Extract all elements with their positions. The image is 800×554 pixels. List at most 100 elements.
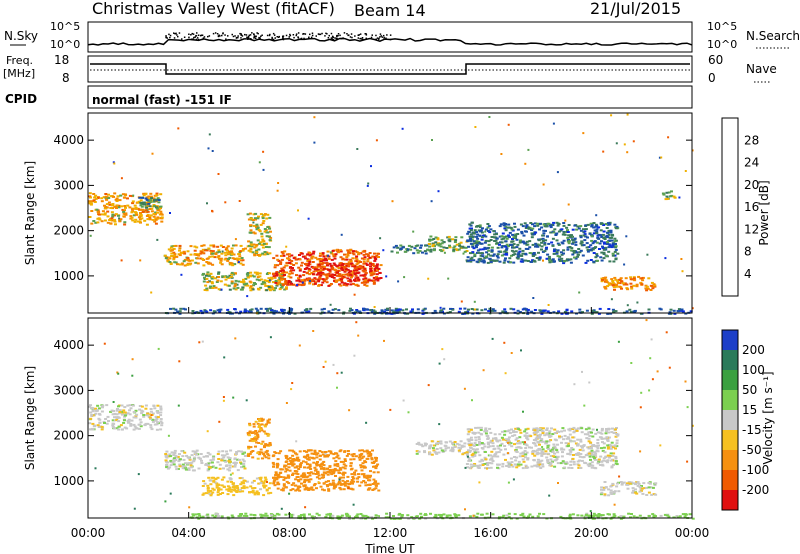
nave-tick-0: 0 (708, 71, 716, 85)
data-cell (207, 275, 211, 278)
data-cell (541, 237, 545, 240)
data-cell (149, 199, 152, 202)
data-cell (288, 262, 292, 264)
data-cell (602, 257, 606, 260)
data-cell (178, 453, 181, 456)
data-cell (370, 165, 372, 168)
data-cell (157, 201, 161, 204)
data-cell (470, 238, 474, 241)
data-cell (579, 438, 583, 441)
data-cell (603, 486, 606, 489)
data-cell (255, 278, 259, 281)
data-cell (367, 182, 370, 185)
data-cell (285, 245, 288, 248)
data-cell (323, 265, 327, 268)
data-cell (679, 309, 683, 312)
data-cell (210, 282, 214, 285)
data-cell (317, 263, 321, 266)
data-cell (320, 451, 324, 454)
data-cell (498, 225, 502, 228)
data-cell (322, 467, 326, 470)
data-cell (272, 482, 276, 485)
data-cell (536, 224, 540, 227)
data-cell (501, 245, 505, 247)
data-cell (653, 285, 657, 288)
data-cell (265, 273, 269, 275)
data-cell (243, 455, 247, 457)
data-cell (329, 283, 333, 285)
data-cell (626, 288, 630, 291)
data-cell (524, 253, 528, 256)
data-cell (300, 474, 304, 477)
data-cell (505, 247, 509, 250)
data-cell (440, 250, 444, 253)
data-cell (567, 452, 571, 455)
data-cell (88, 422, 92, 425)
data-cell (233, 489, 236, 492)
data-cell (668, 195, 672, 198)
noise-point (295, 34, 297, 37)
data-cell (280, 251, 284, 254)
data-cell (324, 455, 328, 458)
data-cell (551, 433, 555, 435)
data-cell (327, 310, 331, 313)
data-cell (120, 177, 123, 180)
data-cell (566, 238, 570, 241)
data-cell (392, 246, 396, 249)
data-cell (234, 272, 237, 275)
data-cell (97, 213, 101, 216)
data-cell (164, 257, 168, 260)
data-cell (235, 257, 239, 260)
data-cell (610, 431, 614, 434)
data-cell (254, 420, 258, 423)
data-cell (340, 277, 344, 280)
data-cell (231, 482, 235, 485)
data-cell (146, 213, 150, 216)
data-cell (283, 464, 287, 467)
data-cell (373, 312, 377, 315)
data-cell (261, 240, 265, 243)
data-cell (292, 458, 296, 460)
data-cell (312, 461, 316, 464)
data-cell (423, 250, 427, 253)
data-cell (531, 255, 535, 257)
data-cell (592, 252, 596, 254)
data-cell (514, 237, 517, 240)
data-cell (557, 243, 561, 246)
data-cell (576, 460, 580, 463)
data-cell (467, 449, 470, 452)
data-cell (319, 463, 323, 466)
data-cell (442, 307, 446, 310)
data-cell (206, 271, 210, 274)
noise-point (342, 37, 344, 39)
data-cell (132, 416, 136, 419)
data-cell (297, 468, 301, 470)
data-cell (229, 490, 233, 493)
data-cell (500, 442, 504, 445)
data-cell (183, 451, 187, 454)
data-cell (541, 240, 545, 242)
data-cell (472, 444, 476, 447)
data-cell (574, 241, 578, 244)
data-cell (528, 246, 532, 249)
data-cell (516, 256, 520, 259)
data-cell (431, 139, 433, 141)
data-cell (144, 192, 148, 195)
data-cell (500, 254, 504, 257)
data-cell (322, 468, 326, 471)
data-cell (203, 276, 206, 279)
data-cell (151, 218, 155, 221)
noise-point (188, 33, 190, 35)
data-cell (610, 282, 614, 285)
data-cell (612, 286, 616, 289)
data-cell (173, 449, 177, 452)
data-cell (606, 241, 609, 244)
data-cell (152, 200, 156, 203)
data-cell (611, 427, 614, 430)
data-cell (326, 473, 330, 476)
data-cell (463, 307, 467, 310)
data-cell (111, 424, 115, 427)
data-cell (134, 206, 138, 209)
data-cell (269, 309, 273, 311)
data-cell (564, 462, 568, 465)
